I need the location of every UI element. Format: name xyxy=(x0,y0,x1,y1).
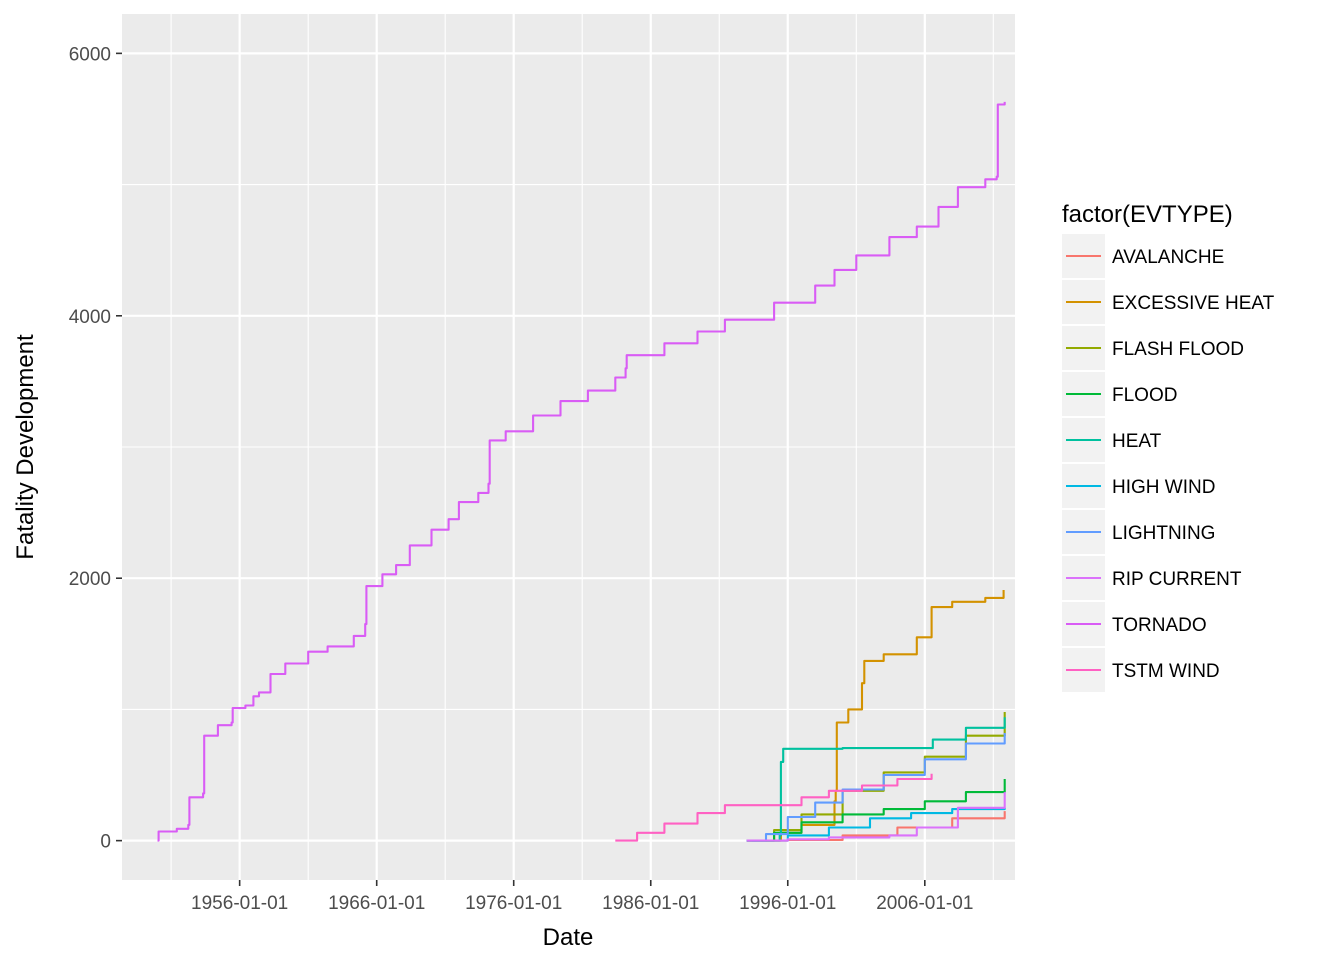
x-axis-title: Date xyxy=(543,924,594,951)
legend-label-high-wind: HIGH WIND xyxy=(1112,477,1215,498)
x-tick-label: 1966-01-01 xyxy=(328,893,425,914)
legend-label-avalanche: AVALANCHE xyxy=(1112,247,1224,268)
series-line-rip-current xyxy=(746,792,1006,842)
y-tick-label: 2000 xyxy=(69,569,111,590)
series-line-tornado xyxy=(157,101,1006,842)
legend-label-excessive-heat: EXCESSIVE HEAT xyxy=(1112,293,1275,314)
x-tick-label: 1986-01-01 xyxy=(602,893,699,914)
legend-label-tstm-wind: TSTM WIND xyxy=(1112,661,1220,682)
series-line-high-wind xyxy=(746,807,1006,842)
legend-label-flash-flood: FLASH FLOOD xyxy=(1112,339,1244,360)
axes: 1956-01-01 1966-01-01 1976-01-01 1986-01-01… xyxy=(69,44,974,914)
series-line-heat xyxy=(752,717,1006,842)
y-tick-label: 4000 xyxy=(69,307,111,328)
x-tick-label: 1976-01-01 xyxy=(465,893,562,914)
legend-label-rip-current: RIP CURRENT xyxy=(1112,569,1242,590)
series-line-excessive-heat xyxy=(774,590,1005,842)
y-tick-label: 0 xyxy=(100,832,111,853)
series-lines xyxy=(157,101,1006,842)
legend-title: factor(EVTYPE) xyxy=(1062,201,1233,228)
legend: factor(EVTYPE) AVALANCHE EXCESSIVE HEAT FL… xyxy=(1062,201,1275,692)
x-tick-label: 1956-01-01 xyxy=(191,893,288,914)
grid-major xyxy=(122,14,1015,880)
legend-label-heat: HEAT xyxy=(1112,431,1162,452)
y-tick-label: 6000 xyxy=(69,44,111,65)
y-axis-title: Fatality Development xyxy=(12,334,39,560)
legend-label-tornado: TORNADO xyxy=(1112,615,1207,636)
series-line-flood xyxy=(746,779,1006,842)
legend-label-flood: FLOOD xyxy=(1112,385,1177,406)
legend-label-lightning: LIGHTNING xyxy=(1112,523,1215,544)
series-line-tstm-wind xyxy=(615,773,933,842)
x-tick-label: 2006-01-01 xyxy=(876,893,973,914)
x-tick-label: 1996-01-01 xyxy=(739,893,836,914)
series-line-lightning xyxy=(746,733,1006,842)
